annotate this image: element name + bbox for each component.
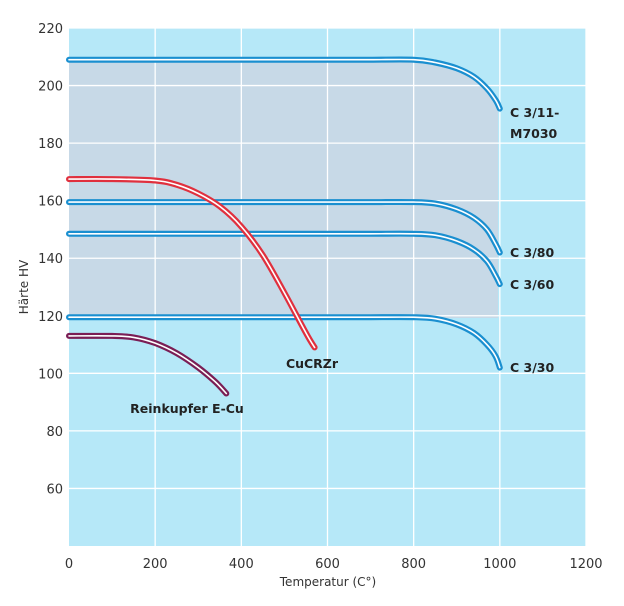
series-highlight-c-3-60 (68, 232, 501, 285)
series-label-line: C 3/11- (510, 105, 559, 120)
y-tick-label: 120 (38, 310, 63, 325)
x-tick-labels: 0 200 400 600 800 1000 1200 (65, 557, 603, 572)
series-label: Reinkupfer E-Cu (130, 401, 244, 416)
y-tick-label: 220 (38, 22, 63, 37)
x-tick-label: 1200 (569, 557, 602, 572)
y-tick-labels: 60 80 100 120 140 160 180 200 220 (38, 22, 63, 497)
y-tick-label: 100 (38, 367, 63, 382)
series-highlight-cucrzr (68, 178, 316, 349)
series-label: CuCRZr (286, 356, 339, 371)
series-label-line: C 3/60 (510, 277, 554, 292)
x-tick-label: 400 (229, 557, 254, 572)
series-highlight-c-3-30 (68, 316, 501, 369)
series-label-line: M7030 (510, 126, 558, 141)
y-tick-label: 160 (38, 195, 63, 210)
series-label: C 3/30 (510, 360, 554, 375)
y-tick-label: 80 (46, 425, 63, 440)
y-axis-title: Härte HV (17, 259, 31, 314)
y-tick-label: 200 (38, 80, 63, 95)
x-axis-title: Temperatur (C°) (279, 575, 376, 589)
series-label-line: CuCRZr (286, 356, 339, 371)
series-lines (66, 56, 503, 397)
series-label-line: C 3/30 (510, 360, 554, 375)
series-label-line: Reinkupfer E-Cu (130, 401, 244, 416)
x-tick-label: 200 (143, 557, 168, 572)
x-tick-label: 1000 (483, 557, 516, 572)
series-label: C 3/11- M7030 (510, 105, 559, 141)
y-tick-label: 140 (38, 252, 63, 267)
y-tick-label: 60 (46, 482, 63, 497)
series-label-line: C 3/80 (510, 245, 554, 260)
series-highlight-c-3-80 (68, 201, 501, 254)
series-highlight-reinkupfer-e-cu (68, 335, 228, 395)
x-tick-label: 800 (401, 557, 426, 572)
series-labels: C 3/11- M7030 C 3/80 C 3/60 C 3/30 CuCRZr Rein… (130, 105, 559, 416)
x-tick-label: 0 (65, 557, 73, 572)
shaded-band (69, 60, 498, 318)
x-tick-label: 600 (315, 557, 340, 572)
series-highlight-c-3-11-m7030 (68, 58, 501, 110)
series-label: C 3/60 (510, 277, 554, 292)
series-label: C 3/80 (510, 245, 554, 260)
y-tick-label: 180 (38, 137, 63, 152)
